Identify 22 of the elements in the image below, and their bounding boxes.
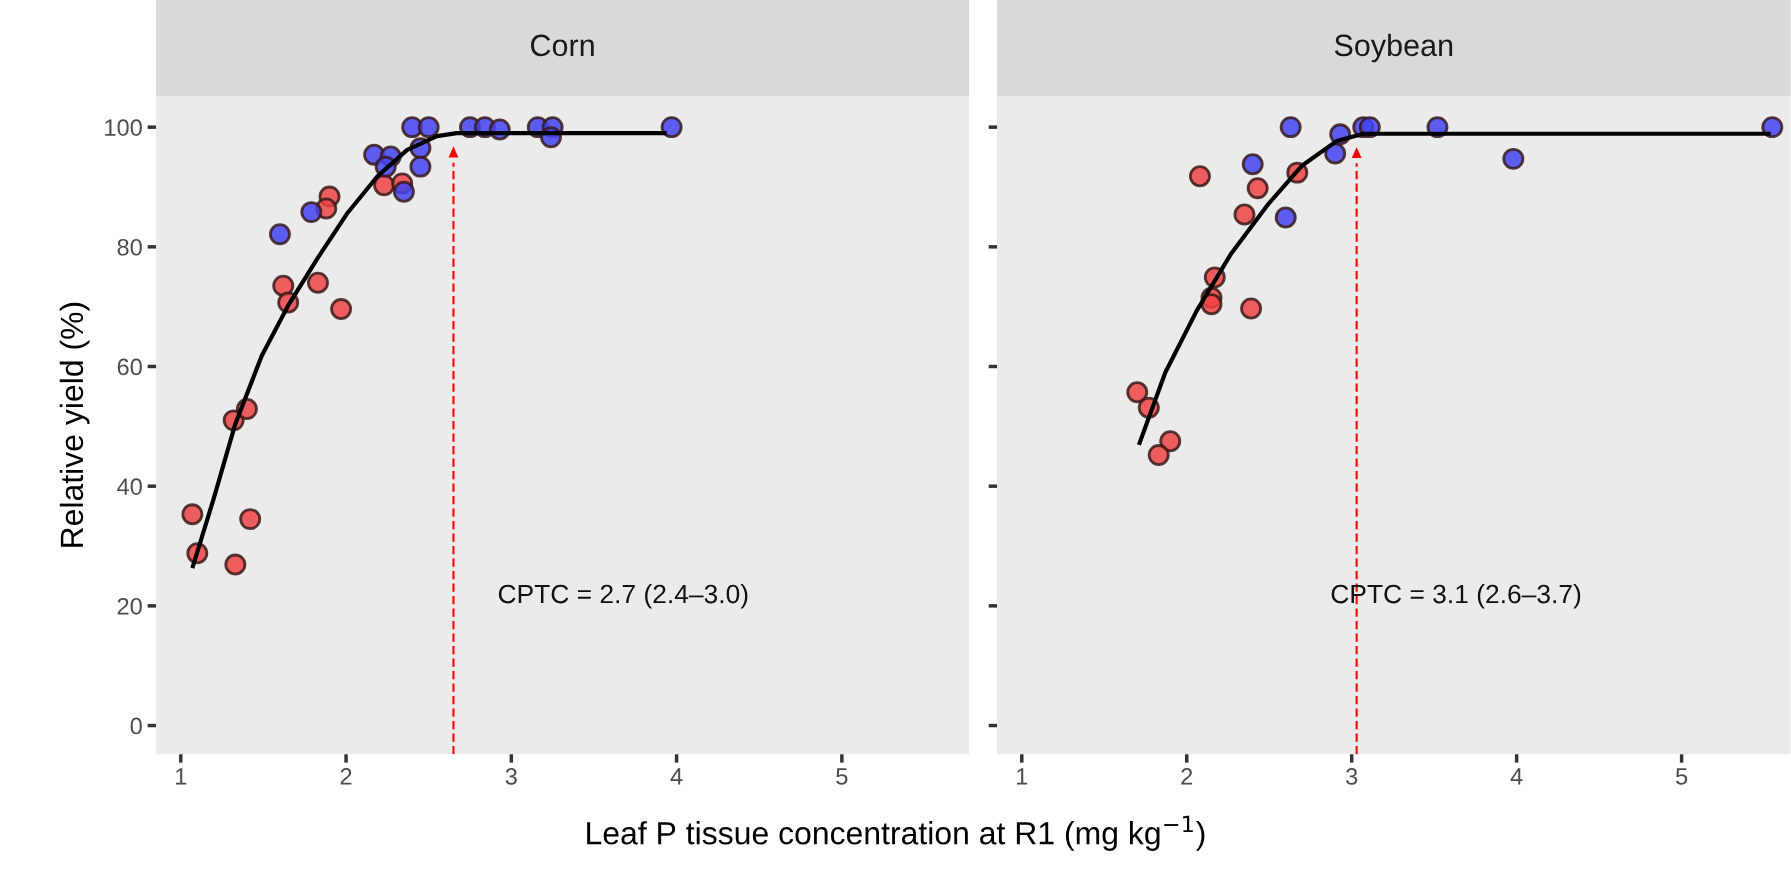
x-tick-label: 1 [176,768,187,785]
y-tick-label: 20 [117,597,142,615]
x-tick-label: 4 [1510,768,1523,785]
x-axis-title: Leaf P tissue concentration at R1 (mg kg$^{−1}$) [587,815,1205,851]
x-tick-label: 5 [836,768,848,785]
x-tick-label: 3 [505,768,517,785]
x-tick-label: 4 [670,768,683,785]
annotation: CPTC = 3.1 (2.6–3.7) [1331,583,1581,609]
y-tick-label: 60 [117,358,142,376]
chart-title: Soybean [1334,33,1453,63]
x-tick-label: 2 [340,768,352,785]
y-axis-title: Relative yield (%) [59,302,90,547]
x-tick-label: 3 [1346,768,1358,785]
annotation: CPTC = 2.7 (2.4–3.0) [498,583,748,609]
y-tick-label: 80 [117,238,142,256]
y-tick-label: 40 [117,478,142,495]
chart-title: Corn [530,34,594,57]
x-tick-label: 5 [1675,768,1688,785]
y-tick-label: 100 [105,119,142,136]
x-tick-label: 1 [1017,768,1028,785]
y-tick-label: 0 [130,717,142,735]
x-tick-label: 2 [1181,768,1193,785]
